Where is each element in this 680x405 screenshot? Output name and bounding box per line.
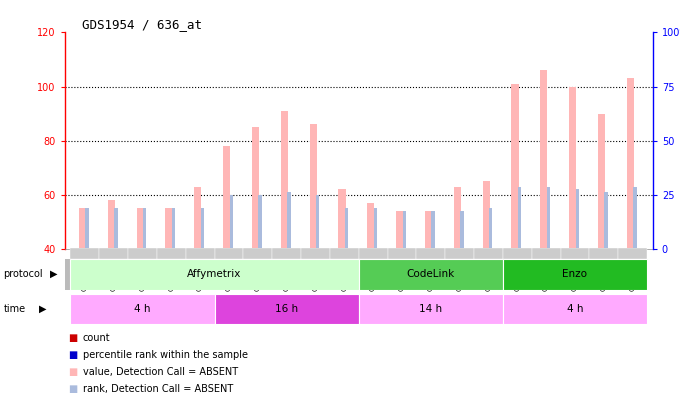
Text: ■: ■	[68, 350, 78, 360]
Bar	[165, 209, 173, 249]
Bar	[483, 181, 490, 249]
Bar	[309, 124, 317, 249]
Bar	[137, 209, 143, 249]
Text: GDS1954 / 636_at: GDS1954 / 636_at	[82, 18, 201, 31]
Bar	[70, 294, 214, 324]
Bar	[272, 248, 301, 259]
Bar	[107, 200, 115, 249]
Bar	[403, 211, 406, 249]
Bar	[627, 79, 634, 249]
Bar	[590, 248, 618, 259]
Bar	[445, 248, 474, 259]
Text: protocol: protocol	[3, 269, 43, 279]
Bar	[474, 248, 503, 259]
Bar	[454, 187, 461, 249]
Bar	[560, 248, 590, 259]
Bar	[618, 248, 647, 259]
Text: value, Detection Call = ABSENT: value, Detection Call = ABSENT	[83, 367, 238, 377]
Text: percentile rank within the sample: percentile rank within the sample	[83, 350, 248, 360]
Bar	[186, 248, 214, 259]
Bar	[157, 248, 186, 259]
Text: ▶: ▶	[39, 304, 46, 313]
Bar	[503, 259, 647, 290]
Text: Enzo: Enzo	[562, 269, 588, 279]
Bar	[367, 203, 375, 249]
Bar	[416, 248, 445, 259]
Bar	[605, 192, 608, 249]
Bar	[243, 248, 272, 259]
Bar	[358, 259, 503, 290]
Bar	[70, 259, 359, 290]
Bar	[339, 190, 345, 249]
Bar	[431, 211, 435, 249]
Bar	[223, 146, 231, 249]
Bar	[316, 195, 320, 249]
Text: time: time	[3, 304, 26, 313]
Text: Affymetrix: Affymetrix	[188, 269, 241, 279]
Bar	[425, 211, 432, 249]
Bar	[230, 195, 233, 249]
Bar	[114, 209, 118, 249]
Bar	[575, 190, 579, 249]
Bar	[374, 209, 377, 249]
Bar	[396, 211, 403, 249]
Bar	[128, 248, 157, 259]
Text: 4 h: 4 h	[566, 304, 583, 314]
Bar	[143, 209, 146, 249]
Bar	[489, 209, 492, 249]
Bar	[214, 294, 359, 324]
Bar	[201, 209, 204, 249]
Text: 4 h: 4 h	[134, 304, 151, 314]
Bar	[511, 84, 519, 249]
Bar	[503, 294, 647, 324]
Bar	[503, 248, 532, 259]
Bar	[633, 187, 636, 249]
Bar	[532, 248, 560, 259]
Bar	[287, 192, 290, 249]
Text: CodeLink: CodeLink	[407, 269, 455, 279]
Bar	[460, 211, 464, 249]
Bar	[258, 195, 262, 249]
Bar	[358, 294, 503, 324]
Bar	[330, 248, 359, 259]
Bar	[345, 209, 348, 249]
Bar	[86, 209, 89, 249]
Text: ■: ■	[68, 333, 78, 343]
Bar	[172, 209, 175, 249]
Bar	[518, 187, 522, 249]
Bar	[281, 111, 288, 249]
Bar	[70, 248, 99, 259]
Text: count: count	[83, 333, 111, 343]
Bar	[569, 87, 576, 249]
Bar	[194, 187, 201, 249]
Bar	[79, 209, 86, 249]
Bar	[252, 127, 259, 249]
Text: rank, Detection Call = ABSENT: rank, Detection Call = ABSENT	[83, 384, 233, 394]
Text: 14 h: 14 h	[420, 304, 443, 314]
Bar	[598, 114, 605, 249]
Text: ■: ■	[68, 367, 78, 377]
Bar	[301, 248, 330, 259]
Bar	[540, 70, 547, 249]
Bar	[99, 248, 128, 259]
Bar	[358, 248, 388, 259]
Bar	[214, 248, 243, 259]
Text: ■: ■	[68, 384, 78, 394]
Text: ▶: ▶	[50, 269, 57, 279]
Bar	[547, 187, 550, 249]
Text: 16 h: 16 h	[275, 304, 298, 314]
Bar	[388, 248, 416, 259]
